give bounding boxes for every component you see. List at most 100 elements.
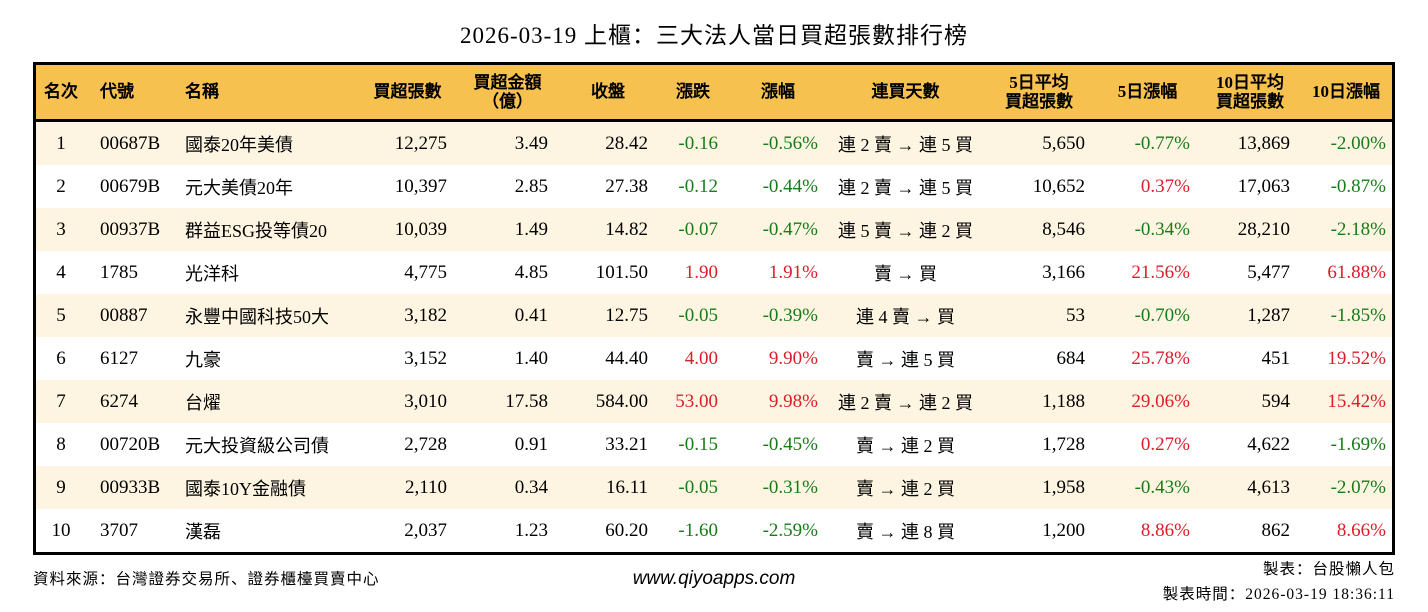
cell-amount: 3.49	[514, 132, 548, 154]
report-maker: 製表：台股懶人包	[1262, 561, 1395, 578]
cell-rank: 6	[56, 347, 66, 369]
cell-streak: 連 5 賣 → 連 2 買	[838, 220, 973, 241]
cell-avg10: 4,613	[1247, 476, 1290, 498]
cell-amount: 0.91	[514, 433, 548, 455]
cell-close: 16.11	[605, 476, 648, 498]
cell-chg_pct: -2.59%	[762, 519, 818, 541]
cell-chg_pct: -0.56%	[762, 132, 818, 154]
cell-pct5: 0.27%	[1140, 433, 1190, 455]
cell-chg_pct: -0.45%	[762, 433, 818, 455]
cell-rank: 1	[56, 132, 66, 154]
cell-pct5: -0.77%	[1134, 132, 1190, 154]
cell-chg_pct: -0.39%	[762, 304, 818, 326]
cell-amount: 0.34	[514, 476, 548, 498]
data-source-text: 資料來源：台灣證券交易所、證券櫃檯買賣中心	[33, 571, 380, 588]
cell-amount: 1.49	[514, 218, 548, 240]
cell-net_buy: 3,010	[404, 390, 447, 412]
cell-name: 國泰20年美債	[185, 134, 293, 155]
cell-close: 60.20	[605, 519, 648, 541]
cell-code: 3707	[100, 519, 138, 541]
cell-pct5: 25.78%	[1131, 347, 1190, 369]
table-row: 5 00887 永豐中國科技50大 3,182 0.41 12.75 -0.05 -0.39%…	[36, 294, 1392, 337]
cell-name: 光洋科	[185, 263, 239, 284]
cell-net_buy: 2,037	[404, 519, 447, 541]
column-header-amount: 買超金額 （億）	[473, 72, 542, 111]
cell-pct5: 21.56%	[1131, 261, 1190, 283]
cell-name: 群益ESG投等債20	[185, 220, 328, 241]
cell-avg5: 1,958	[1042, 476, 1085, 498]
cell-chg_pct: 1.91%	[768, 261, 818, 283]
cell-avg5: 1,728	[1042, 433, 1085, 455]
cell-pct10: -2.00%	[1330, 132, 1386, 154]
cell-chg_pct: 9.98%	[768, 390, 818, 412]
page-title: 2026-03-19 上櫃：三大法人當日買超張數排行榜	[459, 23, 969, 48]
cell-chg: -1.60	[678, 519, 718, 541]
cell-close: 584.00	[595, 390, 648, 412]
cell-amount: 4.85	[514, 261, 548, 283]
cell-rank: 3	[56, 218, 66, 240]
cell-chg: 1.90	[684, 261, 718, 283]
cell-chg: -0.05	[678, 476, 718, 498]
cell-pct5: 29.06%	[1131, 390, 1190, 412]
table-row: 1 00687B 國泰20年美債 12,275 3.49 28.42 -0.16 -0.56%…	[36, 122, 1392, 165]
cell-avg5: 8,546	[1042, 218, 1085, 240]
cell-streak: 連 2 賣 → 連 5 買	[838, 134, 973, 155]
table-row: 8 00720B 元大投資級公司債 2,728 0.91 33.21 -0.15 -0.45%…	[36, 423, 1392, 466]
table-row: 10 3707 漢磊 2,037 1.23 60.20 -1.60 -2.59% 賣 → 連 8…	[36, 509, 1392, 552]
cell-rank: 7	[56, 390, 66, 412]
cell-avg10: 5,477	[1247, 261, 1290, 283]
cell-pct10: -1.85%	[1330, 304, 1386, 326]
cell-rank: 2	[56, 175, 66, 197]
cell-code: 00687B	[100, 132, 161, 154]
column-header-rank: 名次	[44, 82, 78, 102]
cell-chg: -0.16	[678, 132, 718, 154]
cell-name: 元大美債20年	[185, 177, 293, 198]
cell-streak: 連 2 賣 → 連 5 買	[838, 177, 973, 198]
cell-pct10: 8.66%	[1336, 519, 1386, 541]
table-row: 4 1785 光洋科 4,775 4.85 101.50 1.90 1.91% 賣 → 買 3,1…	[36, 251, 1392, 294]
ranking-table: 名次 代號 名稱 買超張數 買超金額 （億） 收盤 漲跌 漲幅 連買天數 5日平均 買超張數 5日漲幅 1…	[33, 62, 1395, 555]
cell-pct10: -0.87%	[1330, 175, 1386, 197]
cell-pct5: 8.86%	[1140, 519, 1190, 541]
cell-amount: 1.40	[514, 347, 548, 369]
cell-chg_pct: -0.31%	[762, 476, 818, 498]
column-header-pct5: 5日漲幅	[1117, 82, 1178, 102]
cell-avg10: 862	[1261, 519, 1291, 541]
cell-avg5: 3,166	[1042, 261, 1085, 283]
column-header-name: 名稱	[185, 82, 219, 102]
cell-net_buy: 2,110	[404, 476, 447, 498]
cell-net_buy: 10,039	[394, 218, 447, 240]
cell-streak: 連 4 賣 → 買	[856, 306, 955, 327]
website-link[interactable]: www.qiyoapps.com	[632, 568, 796, 589]
column-header-streak: 連買天數	[871, 82, 940, 102]
cell-amount: 17.58	[505, 390, 548, 412]
cell-code: 00887	[100, 304, 148, 326]
cell-avg5: 1,200	[1042, 519, 1085, 541]
cell-avg10: 17,063	[1237, 175, 1290, 197]
cell-avg10: 1,287	[1247, 304, 1290, 326]
cell-rank: 9	[56, 476, 66, 498]
report-timestamp: 製表時間：2026-03-19 18:36:11	[1162, 585, 1395, 603]
cell-chg: 53.00	[675, 390, 718, 412]
cell-close: 14.82	[605, 218, 648, 240]
column-header-avg5: 5日平均 買超張數	[1005, 72, 1073, 111]
cell-avg5: 5,650	[1042, 132, 1085, 154]
cell-close: 28.42	[605, 132, 648, 154]
cell-name: 元大投資級公司債	[185, 435, 329, 456]
cell-streak: 賣 → 連 5 買	[856, 349, 955, 370]
cell-code: 00720B	[100, 433, 161, 455]
cell-streak: 賣 → 連 8 買	[856, 521, 955, 542]
cell-chg: -0.12	[678, 175, 718, 197]
cell-net_buy: 3,152	[404, 347, 447, 369]
table-row: 3 00937B 群益ESG投等債20 10,039 1.49 14.82 -0.07 -0.…	[36, 208, 1392, 251]
cell-code: 00933B	[100, 476, 161, 498]
column-header-close: 收盤	[591, 82, 625, 102]
cell-amount: 0.41	[514, 304, 548, 326]
cell-pct10: 15.42%	[1327, 390, 1386, 412]
cell-amount: 2.85	[514, 175, 548, 197]
cell-streak: 賣 → 買	[874, 263, 937, 284]
table-header-row: 名次 代號 名稱 買超張數 買超金額 （億） 收盤 漲跌 漲幅 連買天數 5日平均 買超張數 5日漲幅 1…	[36, 65, 1392, 122]
cell-pct10: 61.88%	[1327, 261, 1386, 283]
cell-code: 00937B	[100, 218, 161, 240]
cell-name: 永豐中國科技50大	[185, 306, 329, 327]
